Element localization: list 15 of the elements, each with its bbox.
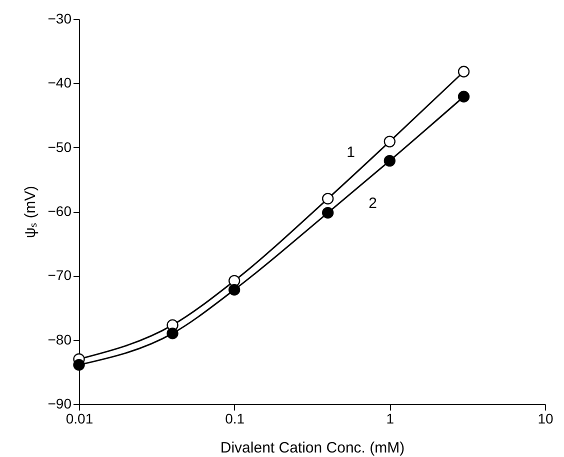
y-tick-label: −50 <box>48 138 72 155</box>
y-tick-label: −40 <box>48 74 72 91</box>
y-tick-label: −60 <box>48 203 72 219</box>
y-tick-label: −80 <box>48 331 72 348</box>
x-tick-label: 10 <box>538 410 554 426</box>
series-label: 2 <box>368 194 377 212</box>
series-label: 1 <box>346 144 355 162</box>
x-tick-label: 0.01 <box>66 410 94 426</box>
x-tick-label: 1 <box>386 410 394 426</box>
y-tick-label: −90 <box>48 396 72 412</box>
y-tick-label: −70 <box>48 267 72 284</box>
y-tick-label: −30 <box>48 10 72 26</box>
y-axis-title: ψₛ (mV) <box>22 186 39 238</box>
x-tick-label: 0.1 <box>225 410 245 426</box>
x-axis-title: Divalent Cation Conc. (mM) <box>220 440 405 456</box>
